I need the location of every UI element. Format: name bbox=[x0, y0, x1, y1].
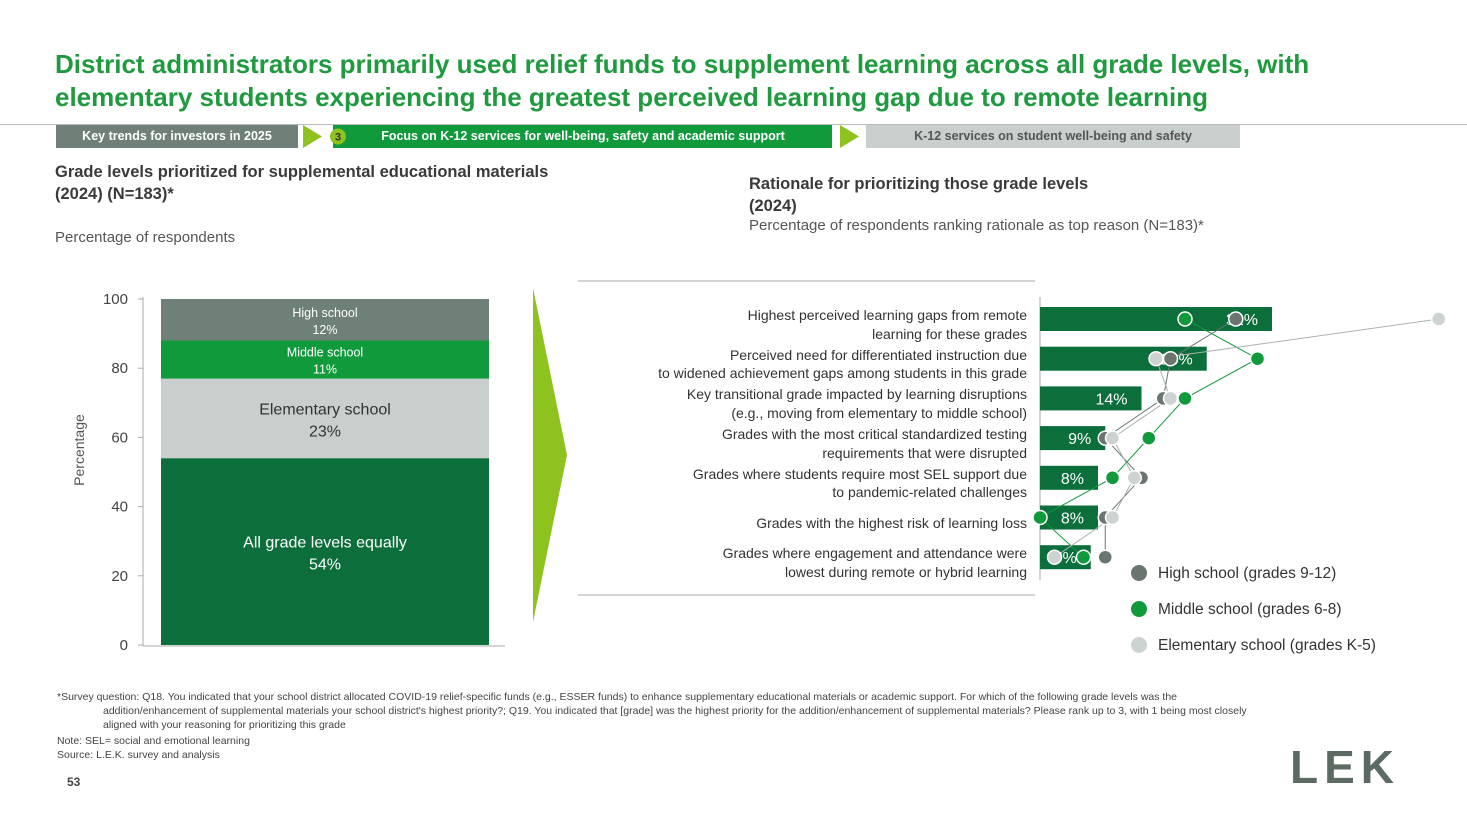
dot bbox=[1104, 470, 1121, 486]
dot bbox=[1162, 350, 1179, 367]
bar bbox=[1040, 465, 1098, 490]
y-tick-label: 80 bbox=[111, 360, 128, 377]
bar bbox=[1040, 346, 1207, 371]
y-axis-label: Percentage bbox=[71, 414, 87, 486]
category-label: Grades with the highest risk of learning… bbox=[756, 514, 1027, 531]
page-number: 53 bbox=[67, 775, 81, 789]
y-tick-label: 20 bbox=[111, 568, 128, 585]
category-label: Grades where engagement and attendance w… bbox=[722, 545, 1027, 580]
dot bbox=[1177, 311, 1193, 327]
segment-label: All grade levels equally bbox=[243, 535, 407, 552]
dot bbox=[1104, 430, 1121, 446]
breadcrumb: Key trends for investors in 2025 bbox=[82, 129, 272, 143]
bar bbox=[1040, 426, 1106, 451]
chart-subtitle: Percentage of respondents ranking ration… bbox=[749, 217, 1204, 234]
dot bbox=[1046, 549, 1063, 565]
dot bbox=[1249, 350, 1266, 367]
crumb-box bbox=[866, 125, 1240, 148]
dot bbox=[1431, 311, 1447, 327]
bar bbox=[1040, 386, 1142, 411]
bar-segment bbox=[161, 378, 489, 459]
value-label: 9% bbox=[1068, 431, 1091, 448]
bar-segment bbox=[161, 299, 489, 341]
legend-label: Elementary school (grades K-5) bbox=[1158, 637, 1376, 654]
note: Note: SEL= social and emotional learning bbox=[57, 735, 250, 747]
value-label: 54% bbox=[309, 557, 341, 574]
slide-title: District administrators primarily used r… bbox=[55, 49, 1310, 112]
step-number: 3 bbox=[335, 132, 341, 144]
dot bbox=[1097, 549, 1113, 565]
legend-marker bbox=[1130, 636, 1148, 654]
y-tick-label: 60 bbox=[111, 429, 128, 446]
bar-segment bbox=[161, 340, 489, 379]
category-label: Key transitional grade impacted by learn… bbox=[686, 386, 1027, 421]
chart-title: Rationale for prioritizing those grade l… bbox=[749, 175, 1089, 215]
legend-label: Middle school (grades 6-8) bbox=[1158, 601, 1342, 618]
dot bbox=[1177, 390, 1193, 407]
crumb-box bbox=[333, 125, 832, 148]
value-label: 14% bbox=[1095, 391, 1127, 408]
value-label: 12% bbox=[312, 323, 337, 337]
category-label: Grades with the most critical standardiz… bbox=[721, 426, 1027, 461]
segment-label: High school bbox=[292, 306, 357, 320]
chevron bbox=[840, 125, 859, 148]
breadcrumb: K-12 services on student well-being and … bbox=[914, 129, 1192, 143]
dot bbox=[1032, 509, 1048, 526]
dot bbox=[1148, 350, 1164, 367]
separator-arrow bbox=[533, 288, 567, 622]
category-label: Perceived need for differentiated instru… bbox=[658, 346, 1027, 382]
dot bbox=[1075, 549, 1092, 565]
value-label: 8% bbox=[1061, 471, 1084, 488]
dot bbox=[1126, 470, 1142, 486]
chevron bbox=[303, 125, 322, 148]
legend-label: High school (grades 9-12) bbox=[1158, 565, 1336, 582]
logo: LEK bbox=[1290, 741, 1400, 793]
chart-subtitle: Percentage of respondents bbox=[55, 229, 236, 246]
dot bbox=[1104, 509, 1121, 526]
step-circle bbox=[330, 128, 346, 145]
footnote: *Survey question: Q18. You indicated tha… bbox=[57, 691, 1247, 731]
segment-label: Elementary school bbox=[259, 401, 391, 418]
value-label: 23% bbox=[309, 423, 341, 440]
y-tick-label: 0 bbox=[120, 637, 128, 654]
legend-marker bbox=[1130, 600, 1148, 618]
legend-marker bbox=[1130, 564, 1148, 582]
category-label: Grades where students require most SEL s… bbox=[692, 465, 1027, 501]
source: Source: L.E.K. survey and analysis bbox=[57, 749, 220, 761]
bar bbox=[1040, 505, 1098, 530]
category-label: Highest perceived learning gaps from rem… bbox=[747, 307, 1027, 342]
dot bbox=[1228, 311, 1244, 327]
chart-title: Grade levels prioritized for supplementa… bbox=[55, 163, 549, 203]
y-tick-label: 100 bbox=[103, 291, 128, 308]
breadcrumb: Focus on K-12 services for well-being, s… bbox=[381, 129, 785, 143]
y-tick-label: 40 bbox=[111, 499, 128, 516]
value-label: 8% bbox=[1061, 511, 1084, 528]
bar-segment bbox=[161, 458, 489, 645]
crumb-box bbox=[56, 125, 298, 148]
segment-label: Middle school bbox=[287, 346, 363, 360]
dot bbox=[1162, 390, 1179, 407]
value-label: 11% bbox=[313, 363, 337, 377]
dot bbox=[1141, 430, 1157, 446]
